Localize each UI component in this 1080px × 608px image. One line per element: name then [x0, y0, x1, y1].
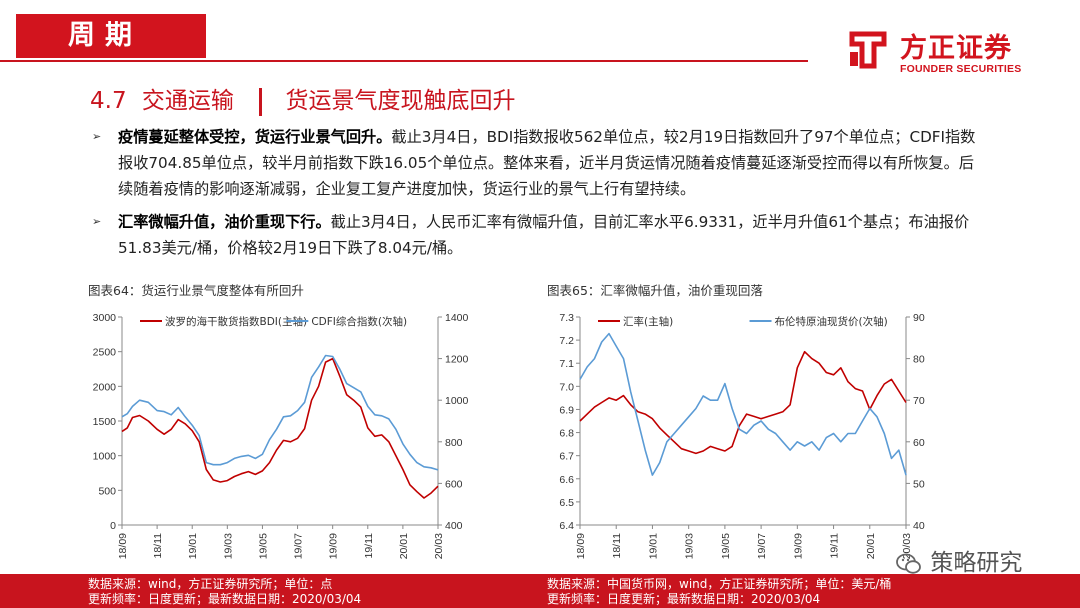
right-source-line-1: 数据来源：中国货币网，wind，方正证券研究所；单位：美元/桶 [547, 577, 892, 591]
y2-tick-label: 400 [445, 520, 463, 532]
x-tick-label: 19/11 [363, 533, 375, 559]
legend-label: 波罗的海干散货指数BDI(主轴) [165, 315, 307, 328]
y-tick-label: 6.8 [559, 428, 574, 440]
left-source-line-1: 数据来源：wind，方正证券研究所；单位：点 [88, 577, 333, 591]
x-tick-label: 18/11 [152, 533, 164, 559]
x-tick-label: 18/09 [575, 533, 587, 559]
header-divider [0, 60, 808, 62]
series-line-primary [121, 357, 439, 499]
y-tick-label: 6.5 [559, 497, 574, 509]
x-tick-label: 19/11 [829, 533, 841, 559]
bullet-text: 截止3月4日，BDI指数报收562单位点，较2月19日指数回升了97个单位点；C… [118, 128, 976, 198]
y-tick-label: 7.2 [559, 335, 574, 347]
y2-tick-label: 600 [445, 478, 463, 490]
bullet-text: 截止3月4日，人民币汇率有微幅升值，目前汇率水平6.9331，近半月升值61个基… [118, 213, 970, 257]
series-line-secondary [121, 354, 439, 471]
y-tick-label: 6.9 [559, 404, 574, 416]
series-line-primary [579, 350, 907, 455]
y-tick-label: 2000 [93, 381, 117, 393]
y2-tick-label: 50 [913, 478, 925, 490]
y-tick-label: 6.7 [559, 451, 574, 463]
x-tick-label: 19/03 [684, 533, 696, 559]
x-tick-label: 19/03 [222, 533, 234, 559]
x-tick-label: 20/03 [433, 533, 445, 559]
y-tick-label: 0 [110, 520, 116, 532]
slide-heading: 4.7 交通运输 货运景气度现触底回升 [90, 84, 516, 118]
left-source-line-2: 更新频率：日度更新；最新数据日期：2020/03/04 [88, 592, 362, 606]
left-line-chart: 0 500 1000 1500 2000 2500 3000 400 600 800 1000 120… [93, 312, 469, 559]
right-line-chart: 6.4 6.5 6.6 6.7 6.8 6.9 7.0 7.1 7.2 7.3 40 50 60 70 80… [559, 312, 925, 559]
top-header: 周期 [0, 14, 1080, 64]
x-tick-label: 19/09 [328, 533, 340, 559]
logo-english-name: FOUNDER SECURITIES [900, 63, 1022, 75]
y-tick-label: 7.3 [559, 312, 574, 324]
y2-tick-label: 80 [913, 354, 925, 366]
x-tick-label: 20/01 [398, 533, 410, 559]
bullet-arrow-icon: ➢ [92, 130, 102, 143]
x-tick-label: 19/01 [647, 533, 659, 559]
y-tick-label: 7.1 [559, 358, 574, 370]
x-tick-label: 19/07 [293, 533, 305, 559]
x-tick-label: 18/11 [611, 533, 623, 559]
y-tick-label: 3000 [93, 312, 117, 324]
section-tab: 周期 [16, 14, 206, 58]
bullet-lead: 疫情蔓延整体受控，货运行业景气回升。 [118, 128, 392, 146]
y-tick-label: 7.0 [559, 381, 574, 393]
x-tick-label: 19/07 [756, 533, 768, 559]
founder-logo-icon [849, 31, 887, 69]
y2-tick-label: 40 [913, 520, 925, 532]
bullet-lead: 汇率微幅升值，油价重现下行。 [118, 213, 331, 231]
x-tick-label: 20/03 [901, 533, 913, 559]
watermark-text: 策略研究 [930, 550, 1023, 576]
y2-tick-label: 1200 [445, 354, 469, 366]
y-tick-label: 1500 [93, 416, 117, 428]
x-tick-label: 19/05 [720, 533, 732, 559]
heading-subtitle: 货运景气度现触底回升 [285, 88, 516, 114]
y2-tick-label: 1400 [445, 312, 469, 324]
x-tick-label: 20/01 [865, 533, 877, 559]
y2-tick-label: 800 [445, 437, 463, 449]
y-tick-label: 6.4 [559, 520, 574, 532]
logo-chinese-name: 方正证券 [900, 33, 1012, 64]
bullet-list: ➢ 疫情蔓延整体受控，货运行业景气回升。截止3月4日，BDI指数报收562单位点… [88, 124, 988, 268]
series-line-secondary [579, 332, 907, 476]
x-tick-label: 19/05 [257, 533, 269, 559]
right-source-line-2: 更新频率：日度更新；最新数据日期：2020/03/04 [547, 592, 821, 606]
legend-label: 布伦特原油现货价(次轴) [775, 315, 888, 328]
bullet-item: ➢ 疫情蔓延整体受控，货运行业景气回升。截止3月4日，BDI指数报收562单位点… [88, 124, 988, 202]
y-tick-label: 1000 [93, 451, 117, 463]
y2-tick-label: 90 [913, 312, 925, 324]
bullet-arrow-icon: ➢ [92, 215, 102, 228]
right-chart-title: 图表65：汇率微幅升值，油价重现回落 [547, 283, 763, 298]
y-tick-label: 500 [98, 485, 116, 497]
heading-number: 4.7 [90, 88, 127, 114]
y-tick-label: 6.6 [559, 474, 574, 486]
heading-separator [259, 87, 263, 116]
company-logo: 方正证券 FOUNDER SECURITIES [848, 18, 1048, 82]
y-tick-label: 2500 [93, 347, 117, 359]
wechat-icon [896, 553, 921, 574]
bullet-item: ➢ 汇率微幅升值，油价重现下行。截止3月4日，人民币汇率有微幅升值，目前汇率水平… [88, 209, 988, 261]
legend-label: 汇率(主轴) [623, 315, 673, 328]
x-tick-label: 19/09 [792, 533, 804, 559]
legend-label: CDFI综合指数(次轴) [311, 315, 407, 328]
x-tick-label: 18/09 [117, 533, 129, 559]
x-tick-label: 19/01 [187, 533, 199, 559]
y2-tick-label: 60 [913, 437, 925, 449]
y2-tick-label: 70 [913, 395, 925, 407]
footer-band [0, 574, 1080, 608]
watermark: 策略研究 [895, 543, 1022, 578]
left-chart-title: 图表64：货运行业景气度整体有所回升 [88, 283, 304, 298]
heading-main: 交通运输 [141, 88, 234, 114]
y2-tick-label: 1000 [445, 395, 469, 407]
